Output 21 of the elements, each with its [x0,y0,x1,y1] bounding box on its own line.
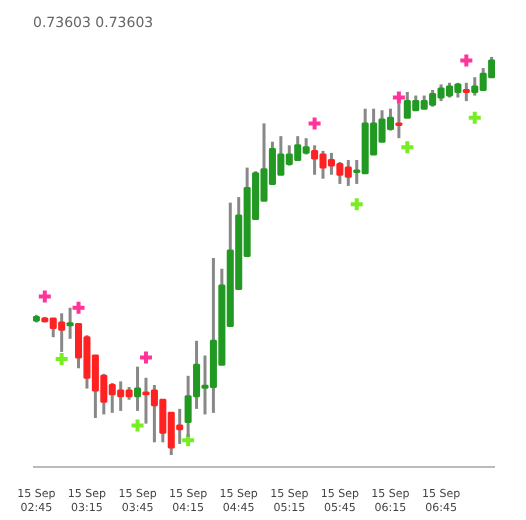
candlestick [336,160,344,186]
candlestick [462,81,470,103]
candlestick [327,151,335,177]
candlestick [395,101,403,140]
candlestick [344,158,352,188]
candlestick [117,379,125,413]
candlestick [277,134,285,177]
candlestick [108,381,116,415]
candlestick [479,66,487,92]
candlestick [142,376,150,426]
candlestick [58,311,66,354]
candlestick [311,143,319,177]
candlestick [150,383,158,444]
candlestick [66,306,74,341]
candlestick [176,407,184,446]
candlestick [403,90,411,120]
candlestick [294,134,302,162]
candlestick [471,75,479,98]
candlestick [319,149,327,181]
candlestick [209,256,217,415]
candlestick [285,143,293,168]
